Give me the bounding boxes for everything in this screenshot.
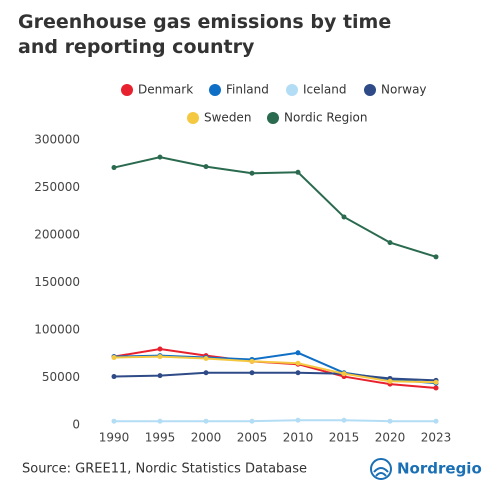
- point: [111, 165, 117, 171]
- point: [157, 354, 163, 360]
- x-tick-label: 2010: [283, 431, 314, 445]
- legend-label: Nordic Region: [284, 111, 367, 125]
- legend-label: Finland: [226, 83, 269, 97]
- point: [433, 418, 439, 424]
- point: [111, 374, 117, 380]
- point: [249, 370, 255, 376]
- x-tick-label: 2000: [191, 431, 222, 445]
- y-tick-label: 50000: [42, 370, 80, 384]
- source: Source: GREE11, Nordic Statistics Databa…: [22, 462, 307, 477]
- series-line: [113, 371, 437, 382]
- logo-icon: [370, 458, 392, 480]
- y-tick-label: 200000: [34, 228, 80, 242]
- point: [157, 154, 163, 160]
- point: [387, 240, 393, 246]
- point: [249, 170, 255, 176]
- point: [249, 418, 255, 424]
- y-tick-label: 300000: [34, 133, 80, 147]
- point: [387, 378, 393, 384]
- legend-swatch: [364, 84, 376, 96]
- point: [249, 358, 255, 364]
- point: [433, 254, 439, 260]
- logo: Nordregio: [370, 458, 482, 480]
- legend-label: Sweden: [204, 111, 251, 125]
- legend-swatch: [209, 84, 221, 96]
- series-line: [114, 419, 436, 423]
- point: [157, 346, 163, 352]
- point: [203, 418, 209, 424]
- x-tick-label: 2023: [421, 431, 452, 445]
- legend-swatch: [121, 84, 133, 96]
- series-line: [113, 156, 437, 258]
- point: [295, 417, 301, 423]
- point: [157, 373, 163, 379]
- x-tick-label: 2020: [375, 431, 406, 445]
- logo-wave: [373, 467, 389, 477]
- point: [111, 418, 117, 424]
- point: [387, 418, 393, 424]
- point: [295, 360, 301, 366]
- point: [295, 350, 301, 356]
- point: [341, 417, 347, 423]
- legend-swatch: [187, 112, 199, 124]
- legend-label: Norway: [381, 83, 427, 97]
- logo-text: Nordregio: [397, 460, 482, 478]
- point: [295, 169, 301, 175]
- point: [203, 164, 209, 170]
- point: [433, 379, 439, 385]
- point: [203, 370, 209, 376]
- point: [157, 418, 163, 424]
- y-tick-label: 150000: [34, 275, 80, 289]
- chart-title: Greenhouse gas emissions by time and rep…: [18, 11, 392, 58]
- point: [203, 356, 209, 361]
- legend-swatch: [286, 84, 298, 96]
- x-tick-label: 2015: [329, 431, 360, 445]
- point: [341, 214, 347, 220]
- point: [295, 370, 301, 376]
- point: [341, 371, 347, 377]
- point: [433, 385, 439, 391]
- series-line: [113, 355, 437, 384]
- y-tick-label: 250000: [34, 180, 80, 194]
- y-tick-label: 100000: [34, 323, 80, 337]
- legend-label: Denmark: [138, 83, 193, 97]
- x-tick-label: 1990: [99, 431, 130, 445]
- x-tick-label: 1995: [145, 431, 176, 445]
- legend-swatch: [267, 112, 279, 124]
- legend-label: Iceland: [303, 83, 346, 97]
- point: [111, 355, 117, 361]
- title-box: Greenhouse gas emissions by time and rep…: [18, 11, 392, 58]
- x-tick-label: 2005: [237, 431, 268, 445]
- y-tick-label: 0: [72, 418, 80, 432]
